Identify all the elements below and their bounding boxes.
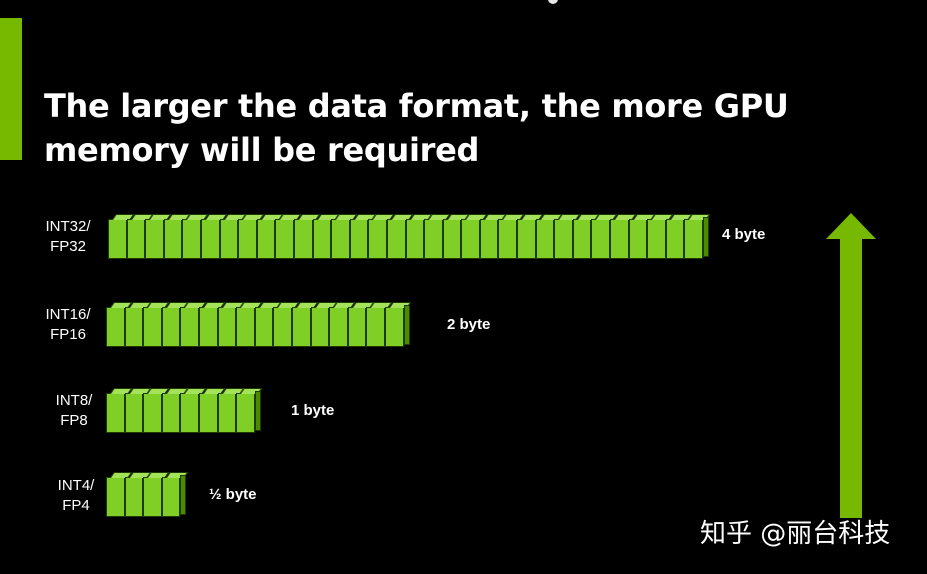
byte-cell — [684, 219, 703, 259]
byte-bar-int4 — [106, 472, 187, 517]
byte-cell — [479, 219, 499, 259]
byte-cell — [180, 307, 199, 347]
slide-title: The larger the data format, the more GPU… — [44, 84, 804, 172]
byte-cell — [310, 307, 330, 347]
byte-cell — [163, 219, 183, 259]
row-label-int16: INT16/ FP16 — [40, 305, 96, 345]
byte-cell — [366, 307, 385, 347]
byte-bar-int16 — [106, 302, 410, 347]
byte-cell — [145, 219, 164, 259]
byte-cell — [384, 307, 404, 347]
row-label-int32-line2: FP32 — [50, 238, 86, 255]
byte-cell — [143, 393, 162, 433]
byte-cell — [238, 219, 257, 259]
size-label-int16: 2 byte — [447, 316, 491, 333]
byte-cell — [461, 219, 480, 259]
row-label-int8-line1: INT8/ — [55, 392, 93, 409]
byte-cell — [217, 307, 237, 347]
byte-cell — [347, 307, 367, 347]
byte-cell — [108, 219, 127, 259]
title-line-2: memory will be required — [44, 131, 480, 169]
row-label-int4-line2: FP4 — [62, 497, 90, 514]
byte-cell — [291, 307, 311, 347]
byte-bar-end — [180, 475, 187, 515]
byte-cell — [106, 477, 125, 517]
byte-bar-int8 — [106, 388, 261, 433]
size-label-int32: 4 byte — [722, 226, 766, 243]
byte-cell — [124, 477, 144, 517]
byte-cell — [554, 219, 573, 259]
byte-cell — [535, 219, 555, 259]
byte-bar-end — [703, 217, 710, 257]
byte-cell — [572, 219, 592, 259]
row-label-int8: INT8/ FP8 — [46, 391, 102, 431]
byte-cell — [106, 307, 125, 347]
byte-cell — [517, 219, 536, 259]
byte-cell — [498, 219, 518, 259]
byte-cell — [368, 219, 387, 259]
up-arrow-shape — [826, 213, 876, 518]
byte-cell — [161, 477, 181, 517]
byte-cell — [628, 219, 648, 259]
byte-cell — [198, 307, 218, 347]
byte-bar-end — [403, 305, 410, 345]
byte-cell — [591, 219, 611, 259]
byte-cell — [236, 393, 255, 433]
byte-cell — [349, 219, 369, 259]
row-label-int32: INT32/ FP32 — [40, 217, 96, 257]
size-label-int4: ½ byte — [209, 486, 257, 503]
byte-cell — [424, 219, 443, 259]
byte-cell — [180, 393, 199, 433]
byte-cell — [198, 393, 218, 433]
byte-cell — [275, 219, 294, 259]
row-label-int16-line2: FP16 — [50, 326, 86, 343]
byte-cell — [273, 307, 292, 347]
byte-cell — [143, 477, 162, 517]
byte-cell — [329, 307, 348, 347]
byte-cell — [312, 219, 332, 259]
byte-cell — [331, 219, 350, 259]
row-label-int4: INT4/ FP4 — [48, 476, 104, 516]
watermark: 知乎 @丽台科技 — [700, 519, 891, 549]
row-label-int4-line1: INT4/ — [57, 477, 95, 494]
byte-cell — [442, 219, 462, 259]
byte-cell — [143, 307, 162, 347]
byte-cell — [161, 307, 181, 347]
accent-bar — [0, 18, 22, 160]
byte-cell — [217, 393, 237, 433]
byte-cell — [124, 307, 144, 347]
row-label-int16-line1: INT16/ — [45, 306, 91, 323]
up-arrow-icon — [826, 213, 876, 518]
byte-bar-int32 — [108, 214, 710, 259]
byte-cell — [200, 219, 220, 259]
byte-cell — [405, 219, 425, 259]
byte-cell — [256, 219, 276, 259]
byte-bar-end — [254, 391, 261, 431]
row-label-int32-line1: INT32/ — [45, 218, 91, 235]
byte-cell — [126, 219, 146, 259]
byte-cell — [124, 393, 144, 433]
byte-cell — [254, 307, 274, 347]
size-label-int8: 1 byte — [291, 402, 335, 419]
byte-cell — [647, 219, 666, 259]
byte-cell — [106, 393, 125, 433]
byte-cell — [293, 219, 313, 259]
byte-cell — [386, 219, 406, 259]
byte-cell — [665, 219, 685, 259]
byte-cell — [236, 307, 255, 347]
byte-cell — [219, 219, 239, 259]
row-label-int8-line2: FP8 — [60, 412, 88, 429]
title-line-1: The larger the data format, the more GPU — [44, 87, 789, 125]
byte-cell — [182, 219, 201, 259]
byte-cell — [161, 393, 181, 433]
byte-cell — [610, 219, 629, 259]
top-dot-icon — [548, 0, 558, 4]
